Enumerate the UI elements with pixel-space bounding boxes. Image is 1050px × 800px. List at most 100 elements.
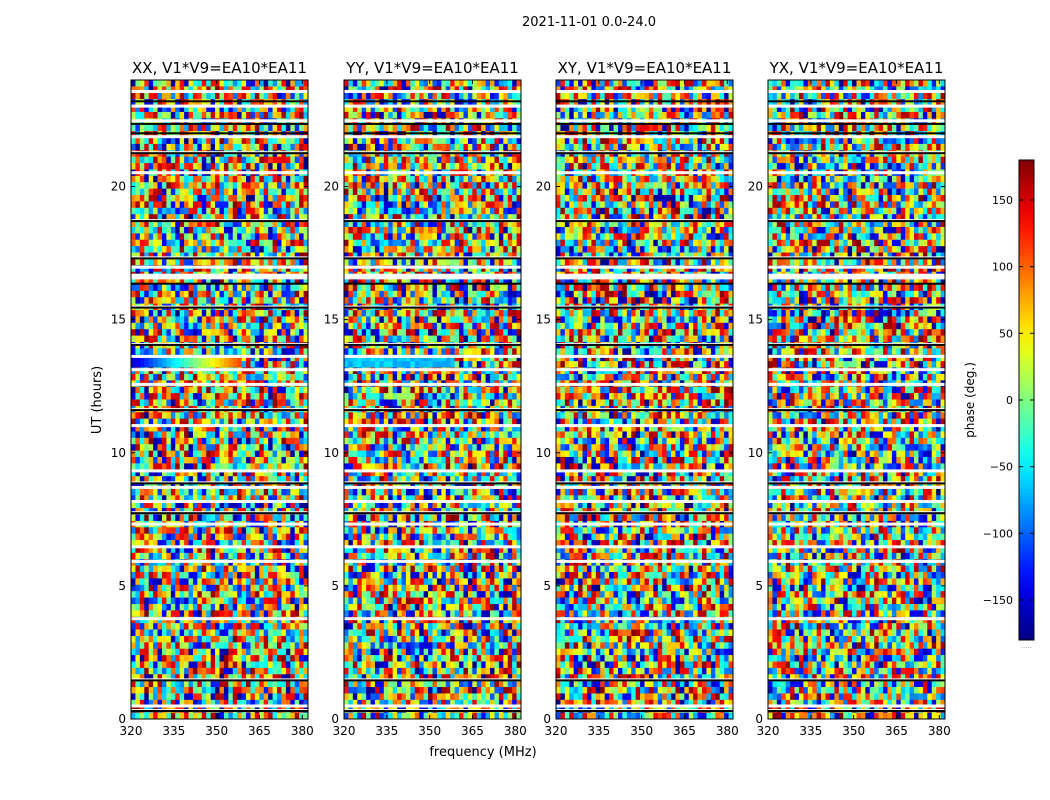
heatmap-cell (241, 514, 247, 522)
heatmap-cell (512, 163, 517, 170)
heatmap-cell (379, 163, 385, 170)
heatmap-cell (290, 239, 296, 247)
heatmap-cell (135, 642, 141, 650)
heatmap-cell (232, 457, 238, 464)
heatmap-cell (197, 565, 203, 573)
heatmap-cell (223, 693, 229, 701)
heatmap-cell (272, 444, 278, 451)
heatmap-cell (170, 488, 176, 496)
heatmap-cell (175, 610, 180, 618)
heatmap-cell (272, 137, 278, 145)
heatmap-cell (361, 131, 367, 138)
heatmap-cell (201, 239, 207, 247)
heatmap-cell (206, 552, 211, 560)
heatmap-cell (272, 635, 278, 643)
heatmap-cell (241, 163, 247, 170)
heatmap-cell (294, 310, 300, 317)
heatmap-cell (179, 597, 185, 605)
heatmap-cell (153, 201, 158, 209)
heatmap-cell (184, 533, 189, 541)
heatmap-cell (285, 533, 291, 541)
heatmap-cell (467, 124, 473, 132)
heatmap-cell (241, 188, 247, 196)
heatmap-cell (366, 182, 371, 189)
heatmap-cell (250, 163, 256, 170)
heatmap-cell (397, 105, 402, 113)
heatmap-cell (268, 99, 273, 106)
heatmap-cell (281, 674, 287, 681)
heatmap-cell (223, 214, 229, 221)
heatmap-cell (263, 623, 269, 630)
heatmap-cell (166, 552, 172, 560)
heatmap-cell (197, 667, 203, 675)
heatmap-cell (139, 431, 145, 439)
heatmap-cell (259, 425, 265, 432)
heatmap-cell (131, 501, 136, 509)
heatmap-cell (263, 412, 269, 419)
heatmap-cell (223, 463, 229, 471)
heatmap-cell (268, 399, 273, 407)
heatmap-cell (219, 86, 225, 94)
heatmap-cell (281, 348, 287, 356)
heatmap-cell (290, 476, 296, 483)
heatmap-cell (379, 143, 385, 151)
heatmap-cell (135, 163, 141, 170)
heatmap-cell (210, 220, 216, 228)
heatmap-cell (259, 642, 265, 650)
heatmap-cell (263, 316, 269, 324)
heatmap-cell (148, 642, 154, 650)
heatmap-cell (157, 246, 163, 253)
heatmap-cell (188, 546, 194, 554)
heatmap-cell (139, 86, 145, 94)
heatmap-cell (432, 175, 438, 183)
heatmap-cell (232, 533, 238, 541)
heatmap-cell (192, 591, 198, 598)
heatmap-cell (135, 597, 141, 605)
heatmap-cell (131, 310, 136, 317)
heatmap-cell (144, 399, 149, 407)
heatmap-cell (197, 111, 203, 119)
heatmap-cell (392, 92, 398, 100)
heatmap-cell (259, 540, 265, 547)
heatmap-cell (184, 195, 189, 202)
heatmap-cell (294, 655, 300, 662)
heatmap-cell (401, 195, 407, 202)
heatmap-cell (144, 418, 149, 426)
heatmap-cell (299, 648, 304, 656)
heatmap-cell (197, 361, 203, 368)
heatmap-cell (388, 143, 393, 151)
heatmap-cell (246, 316, 251, 324)
heatmap-cell (512, 175, 517, 183)
heatmap-cell (397, 156, 402, 164)
heatmap-cell (170, 214, 176, 221)
heatmap-cell (481, 195, 486, 202)
heatmap-cell (281, 258, 287, 266)
heatmap-cell (268, 386, 273, 394)
heatmap-cell (157, 99, 163, 106)
heatmap-cell (184, 361, 189, 368)
heatmap-cell (246, 648, 251, 656)
heatmap-cell (272, 92, 278, 100)
heatmap-cell (268, 335, 273, 343)
heatmap-cell (503, 86, 509, 94)
heatmap-cell (135, 348, 141, 356)
heatmap-cell (188, 642, 194, 650)
heatmap-cell (246, 514, 251, 522)
heatmap-cell (135, 693, 141, 701)
heatmap-cell (201, 674, 207, 681)
heatmap-cell (254, 207, 260, 215)
heatmap-cell (188, 175, 194, 183)
heatmap-cell (192, 578, 198, 586)
heatmap-cell (272, 335, 278, 343)
heatmap-cell (223, 450, 229, 458)
heatmap-cell (246, 278, 251, 285)
heatmap-cell (436, 80, 442, 87)
heatmap-cell (241, 80, 247, 87)
heatmap-cell (210, 533, 216, 541)
heatmap-cell (268, 552, 273, 560)
heatmap-cell (228, 246, 234, 253)
heatmap-cell (184, 143, 189, 151)
heatmap-cell (250, 92, 256, 100)
heatmap-cell (352, 111, 358, 119)
heatmap-cell (374, 163, 380, 170)
